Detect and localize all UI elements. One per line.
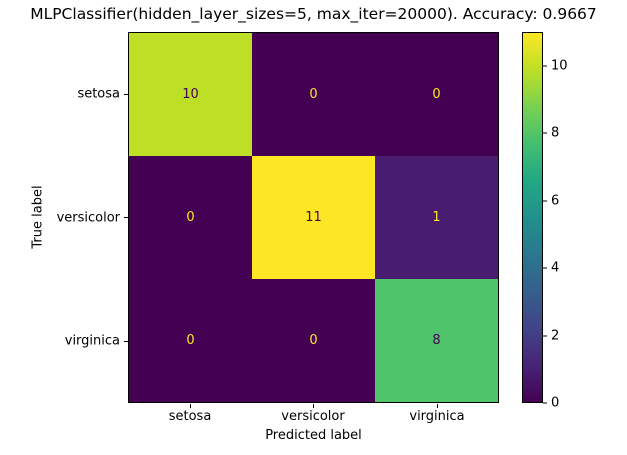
x-tick-mark (190, 404, 191, 408)
colorbar-tick-label: 8 (551, 125, 560, 141)
matrix-cell: 1 (375, 156, 498, 279)
matrix-cell: 0 (252, 279, 375, 402)
colorbar-tick-label: 2 (551, 328, 560, 344)
y-tick-label: virginica (64, 333, 120, 349)
x-tick-label: setosa (168, 409, 212, 424)
colorbar-tick: 4 (543, 262, 559, 275)
colorbar-tick-label: 10 (551, 58, 568, 74)
colorbar-tick-mark (543, 335, 547, 337)
colorbar-tick: 6 (543, 194, 559, 207)
colorbar-tick-mark (543, 402, 547, 404)
matrix-cell: 10 (129, 33, 252, 156)
matrix-cell: 0 (375, 33, 498, 156)
x-tick-mark (313, 404, 314, 408)
colorbar-tick-label: 0 (551, 395, 560, 411)
y-tick-mark (124, 94, 128, 95)
colorbar (522, 32, 543, 403)
colorbar-tick-mark (543, 132, 547, 134)
colorbar-tick-mark (543, 267, 547, 269)
y-tick-mark (124, 217, 128, 218)
y-axis-label: True label (30, 185, 46, 249)
matrix-cell: 8 (375, 279, 498, 402)
colorbar-tick: 2 (543, 329, 559, 342)
colorbar-tick: 0 (543, 397, 559, 410)
matrix-cell: 11 (252, 156, 375, 279)
heatmap-axes: 10 0 0 0 11 1 0 0 8 (128, 32, 499, 403)
matrix-cell: 0 (129, 279, 252, 402)
y-tick-label: setosa (77, 86, 120, 102)
x-axis-label: Predicted label (265, 428, 362, 443)
colorbar-tick-label: 6 (551, 193, 560, 209)
x-tick-label: versicolor (281, 409, 345, 424)
x-tick-mark (437, 404, 438, 408)
chart-title: MLPClassifier(hidden_layer_sizes=5, max_… (30, 5, 597, 23)
colorbar-tick-mark (543, 200, 547, 202)
y-tick-label: versicolor (56, 210, 120, 226)
x-tick-label: virginica (409, 409, 465, 424)
colorbar-tick-label: 4 (551, 260, 560, 276)
y-tick-mark (124, 341, 128, 342)
colorbar-tick: 8 (543, 127, 559, 140)
colorbar-tick: 10 (543, 59, 568, 72)
colorbar-tick-mark (543, 65, 547, 67)
matrix-cell: 0 (252, 33, 375, 156)
matrix-cell: 0 (129, 156, 252, 279)
